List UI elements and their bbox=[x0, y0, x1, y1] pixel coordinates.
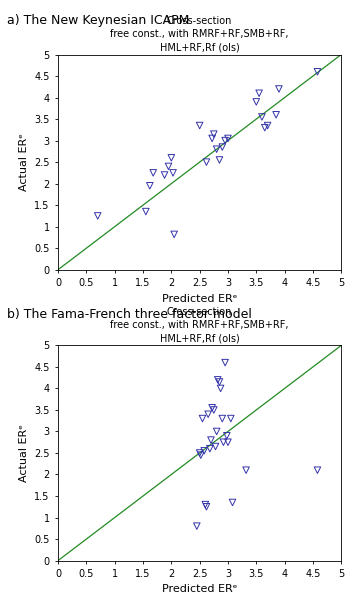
Point bbox=[209, 403, 215, 413]
Point bbox=[147, 181, 153, 191]
Point bbox=[217, 377, 223, 387]
Point bbox=[222, 358, 228, 367]
Point bbox=[171, 230, 177, 239]
Point bbox=[213, 442, 219, 451]
Point bbox=[209, 133, 215, 143]
Point bbox=[276, 84, 282, 94]
Point bbox=[162, 170, 167, 180]
Point bbox=[314, 465, 320, 475]
Point bbox=[143, 207, 149, 216]
Y-axis label: Actual ERᵉ: Actual ERᵉ bbox=[19, 133, 29, 191]
Point bbox=[243, 465, 249, 475]
Point bbox=[273, 110, 279, 119]
Point bbox=[211, 405, 217, 415]
Point bbox=[225, 438, 231, 447]
Point bbox=[222, 136, 228, 145]
Point bbox=[221, 438, 227, 447]
Point bbox=[194, 521, 200, 531]
Text: a) The New Keynesian ICAPM: a) The New Keynesian ICAPM bbox=[7, 15, 189, 27]
Point bbox=[219, 414, 225, 424]
Point bbox=[265, 121, 270, 130]
Text: b) The Fama-French three factor model: b) The Fama-French three factor model bbox=[7, 308, 252, 321]
Point bbox=[197, 121, 203, 130]
Y-axis label: Actual ERᵉ: Actual ERᵉ bbox=[19, 424, 29, 482]
X-axis label: Predicted ERᵉ: Predicted ERᵉ bbox=[162, 584, 237, 594]
Point bbox=[225, 133, 231, 143]
Point bbox=[197, 448, 203, 458]
Point bbox=[224, 431, 230, 441]
Point bbox=[253, 97, 259, 107]
Point bbox=[95, 211, 101, 221]
Point bbox=[166, 162, 171, 171]
Point bbox=[214, 427, 220, 436]
Point bbox=[204, 502, 209, 511]
Point bbox=[205, 410, 211, 419]
Point bbox=[218, 384, 224, 393]
Point bbox=[201, 446, 207, 456]
Point bbox=[229, 498, 235, 507]
Point bbox=[168, 153, 174, 162]
Title: Cross-section
free const., with RMRF+RF,SMB+RF,
HML+RF,Rf (ols): Cross-section free const., with RMRF+RF,… bbox=[110, 16, 289, 52]
Point bbox=[214, 144, 220, 154]
Point bbox=[259, 112, 265, 122]
Point bbox=[198, 450, 204, 460]
Point bbox=[150, 168, 156, 178]
Point bbox=[207, 444, 213, 453]
Point bbox=[215, 375, 221, 385]
Point bbox=[256, 88, 262, 98]
Point bbox=[203, 500, 208, 510]
Point bbox=[262, 123, 268, 133]
X-axis label: Predicted ERᵉ: Predicted ERᵉ bbox=[162, 293, 237, 304]
Point bbox=[170, 168, 176, 178]
Point bbox=[200, 414, 205, 424]
Point bbox=[208, 435, 214, 445]
Point bbox=[228, 414, 234, 424]
Point bbox=[314, 67, 320, 76]
Point bbox=[211, 129, 217, 139]
Title: Cross-section
free const., with RMRF+RF,SMB+RF,
HML+RF,Rf (ols): Cross-section free const., with RMRF+RF,… bbox=[110, 307, 289, 343]
Point bbox=[204, 157, 209, 167]
Point bbox=[219, 142, 225, 152]
Point bbox=[217, 155, 223, 165]
